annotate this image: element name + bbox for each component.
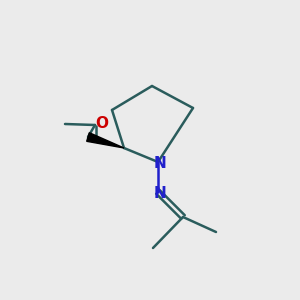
Text: O: O [95,116,109,131]
Text: N: N [154,185,166,200]
Polygon shape [87,133,124,148]
Text: N: N [154,155,166,170]
